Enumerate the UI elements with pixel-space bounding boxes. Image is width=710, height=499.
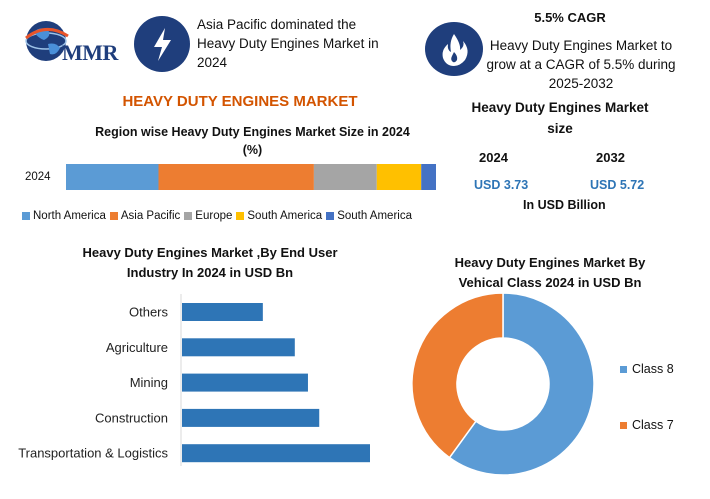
market-size-unit: In USD Billion bbox=[523, 198, 606, 212]
market-size-value-2: USD 5.72 bbox=[590, 178, 645, 192]
market-size-year-2: 2032 bbox=[596, 150, 625, 165]
legend-label: Asia Pacific bbox=[120, 210, 181, 222]
legend-swatch bbox=[326, 212, 335, 220]
legend-swatch bbox=[620, 421, 627, 429]
industry-bar-chart: Others Agriculture Mining Construction Trans… bbox=[18, 294, 370, 466]
region-bar-segment-2 bbox=[313, 164, 377, 190]
legend-item: North America bbox=[22, 210, 106, 222]
region-bar-segment-4 bbox=[421, 164, 436, 190]
logo: MMR bbox=[22, 16, 132, 66]
highlight-text-2: Heavy Duty Engines Market to grow at a C… bbox=[486, 38, 676, 91]
industry-category-label: Construction bbox=[95, 410, 168, 425]
market-size-value-1: USD 3.73 bbox=[474, 178, 529, 192]
region-bar-segment-3 bbox=[376, 164, 422, 190]
legend-label: North America bbox=[33, 210, 106, 222]
region-bar-segment-1 bbox=[158, 164, 314, 190]
industry-category-label: Transportation & Logistics bbox=[18, 446, 168, 461]
vehicle-class-legend: Class 8 Class 7 bbox=[620, 360, 700, 472]
region-chart-legend: North America Asia Pacific Europe South Ame… bbox=[22, 207, 452, 225]
cagr-title: 5.5% CAGR bbox=[534, 10, 606, 25]
industry-bar bbox=[182, 444, 370, 463]
industry-bar bbox=[182, 303, 263, 321]
vehicle-class-chart-title: Heavy Duty Engines Market By Vehical Cla… bbox=[454, 255, 646, 290]
legend-swatch bbox=[22, 212, 30, 220]
legend-label: Europe bbox=[195, 210, 233, 222]
legend-label: Class 7 bbox=[632, 418, 674, 432]
industry-bar bbox=[182, 408, 320, 427]
legend-item: South America bbox=[236, 210, 322, 222]
industry-category-label: Others bbox=[129, 305, 169, 320]
globe-icon bbox=[25, 21, 69, 61]
industry-bar bbox=[182, 338, 295, 357]
industry-category-label: Agriculture bbox=[106, 340, 168, 355]
industry-chart-title: Heavy Duty Engines Market ,By End User I… bbox=[82, 245, 338, 280]
donut-legend-item: Class 8 bbox=[620, 360, 700, 378]
flame-icon bbox=[425, 22, 483, 76]
main-title: HEAVY DUTY ENGINES MARKET bbox=[122, 93, 358, 110]
vehicle-class-donut-chart bbox=[411, 292, 595, 476]
legend-swatch bbox=[236, 212, 245, 220]
region-chart-title: Region wise Heavy Duty Engines Market Si… bbox=[95, 125, 410, 157]
industry-category-label: Mining bbox=[130, 375, 168, 390]
donut-slice-class-8 bbox=[448, 292, 595, 476]
donut-slice-class-7 bbox=[411, 292, 504, 459]
legend-label: South America bbox=[337, 210, 412, 222]
region-stacked-bar-chart bbox=[66, 164, 436, 190]
market-size-title: Heavy Duty Engines Market size bbox=[471, 100, 649, 136]
donut-legend-item: Class 7 bbox=[620, 416, 700, 434]
highlight-text-1: Asia Pacific dominated the Heavy Duty En… bbox=[197, 17, 379, 70]
legend-item: Asia Pacific bbox=[109, 210, 181, 222]
region-chart-category-label: 2024 bbox=[25, 171, 51, 183]
legend-label: South America bbox=[247, 210, 323, 222]
legend-swatch bbox=[109, 212, 118, 220]
legend-item: Europe bbox=[184, 210, 232, 222]
legend-item: South America bbox=[326, 210, 412, 222]
market-size-year-1: 2024 bbox=[479, 150, 508, 165]
logo-text: MMR bbox=[62, 40, 118, 65]
lightning-icon bbox=[134, 16, 190, 72]
legend-label: Class 8 bbox=[632, 362, 674, 376]
legend-swatch bbox=[184, 212, 193, 220]
region-bar-segment-0 bbox=[66, 164, 159, 190]
industry-bar bbox=[182, 373, 308, 392]
legend-swatch bbox=[620, 365, 627, 373]
